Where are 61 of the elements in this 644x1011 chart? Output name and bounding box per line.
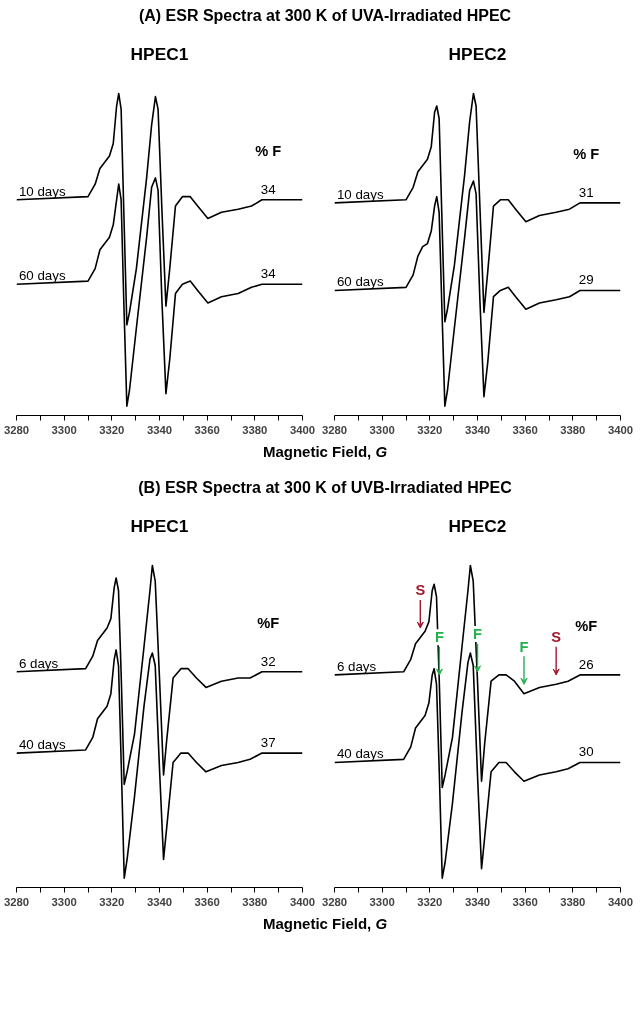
annotation: 34 [260, 181, 277, 197]
annotation: 37 [260, 734, 276, 750]
x-tick-label: 3360 [512, 895, 538, 908]
x-tick-label: 3340 [146, 423, 173, 436]
x-tick-label: 3400 [289, 423, 316, 436]
x-tick-label: 3320 [99, 895, 125, 908]
chart-title: (A) ESR Spectra at 300 K of UVA-Irradiated HPEC [137, 6, 513, 26]
x-tick-label: 3300 [51, 423, 77, 436]
series-label: 60 days [336, 274, 384, 290]
x-tick-label: 3320 [99, 423, 125, 436]
annotation: 34 [260, 265, 277, 281]
x-tick-label: 3300 [369, 423, 395, 436]
chart-title: (B) ESR Spectra at 300 K of UVB-Irradiated HPEC [137, 478, 513, 498]
x-tick-label: 3320 [417, 423, 443, 436]
x-tick-label: 3400 [289, 895, 316, 908]
annotation: 29 [578, 272, 594, 288]
annotation: F [434, 629, 444, 646]
x-tick-label: 3300 [369, 895, 395, 908]
x-axis-title: Magnetic Field, G [261, 442, 389, 462]
series-label: 40 days [336, 746, 384, 762]
series-label: 60 days [18, 268, 66, 284]
annotation: F [519, 638, 529, 655]
x-axis-title: Magnetic Field, G [261, 914, 389, 934]
annotation: % F [573, 146, 600, 163]
x-tick-label: 3360 [194, 895, 220, 908]
annotation: %F [575, 618, 598, 635]
x-tick-label: 3300 [51, 895, 77, 908]
x-tick-label: 3320 [417, 895, 443, 908]
annotation: 30 [578, 744, 594, 760]
x-tick-label: 3340 [146, 895, 173, 908]
x-tick-label: 3340 [464, 423, 491, 436]
chart-subtitle: HPEC1 [130, 515, 189, 536]
chart-subtitle: HPEC1 [130, 43, 189, 64]
x-tick-label: 3360 [512, 423, 538, 436]
x-tick-label: 3380 [560, 423, 586, 436]
x-tick-label: 3280 [3, 423, 30, 436]
chart-subtitle: HPEC2 [448, 43, 507, 64]
x-tick-label: 3280 [321, 895, 348, 908]
annotation: 26 [578, 656, 594, 672]
series-label: 10 days [18, 183, 66, 199]
annotation: % F [255, 143, 282, 160]
x-tick-label: 3360 [194, 423, 220, 436]
x-tick-label: 3380 [560, 895, 586, 908]
series-label: 6 days [18, 655, 59, 671]
series-label: 40 days [18, 737, 66, 753]
series-label: 6 days [336, 658, 377, 674]
x-tick-label: 3280 [321, 423, 348, 436]
annotation: S [551, 629, 562, 646]
x-tick-label: 3400 [607, 895, 634, 908]
x-tick-label: 3400 [607, 423, 634, 436]
annotation: %F [257, 615, 280, 632]
chart-subtitle: HPEC2 [448, 515, 507, 536]
x-tick-label: 3280 [3, 895, 30, 908]
annotation: 31 [578, 184, 594, 200]
series-label: 10 days [336, 186, 384, 202]
x-tick-label: 3340 [464, 895, 491, 908]
x-tick-label: 3380 [242, 895, 268, 908]
annotation: S [415, 582, 426, 599]
x-tick-label: 3380 [242, 423, 268, 436]
annotation: F [473, 626, 483, 643]
annotation: 32 [260, 653, 276, 669]
